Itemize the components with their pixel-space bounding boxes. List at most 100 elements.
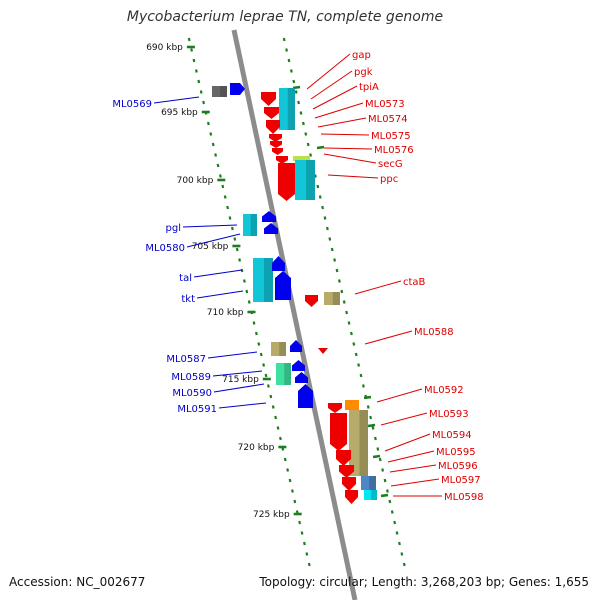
right-strand-track-dot — [354, 352, 358, 357]
accession-text: Accession: NC_002677 — [9, 575, 146, 589]
gene-tpia-arrow — [266, 120, 280, 134]
gene-label: gap — [352, 50, 371, 61]
left-strand-track-dot — [202, 100, 206, 105]
gene-ml0593-box — [345, 400, 359, 410]
leader-line — [387, 450, 435, 463]
kbp-label: 720 kbp — [238, 443, 275, 453]
left-strand-track-dot — [307, 562, 311, 567]
left-strand-track-dot — [254, 331, 258, 336]
gene-ppc-box-shade — [306, 160, 315, 200]
right-strand-track-dot — [371, 426, 375, 430]
left-strand-track-dot — [233, 237, 237, 241]
genome-axis: 690 kbp 695 kbp 700 kbp 705 kbp 710 kbp 715 k… — [146, 29, 358, 600]
leader-line — [218, 402, 267, 409]
gene-ml0575-arrow — [270, 141, 282, 148]
leader-line — [320, 133, 370, 136]
gene-ml0594-box — [349, 410, 368, 476]
right-strand-track-dot — [398, 541, 401, 546]
gene-pgl-box — [243, 214, 257, 236]
left-strand-track-dot — [242, 279, 246, 283]
leader-line — [207, 351, 258, 359]
gene-label: ML0591 — [177, 404, 217, 415]
gene-label: ML0592 — [424, 385, 464, 396]
gene-label: ppc — [380, 174, 398, 185]
right-strand-track-dot — [366, 405, 370, 409]
leader-line — [213, 383, 265, 393]
gene-label: ML0588 — [414, 327, 454, 338]
leader-line — [390, 478, 440, 487]
gene-label: ctaB — [403, 277, 426, 288]
gene-ml0587-box-shade — [279, 342, 286, 356]
gene-gap-box-shade — [287, 88, 295, 130]
gene-ml0597-box-shade — [369, 476, 376, 490]
genome-title: Mycobacterium leprae TN, complete genome — [126, 9, 444, 25]
right-strand-track-dot — [374, 436, 377, 441]
left-strand-track-dot — [279, 436, 282, 441]
gene-pgl-arrow — [262, 211, 276, 222]
right-strand-track-dot — [306, 142, 310, 147]
left-strand-track-dot — [288, 478, 292, 483]
gene-ml0596-arrow — [339, 465, 354, 478]
gene-label: ML0593 — [429, 409, 469, 420]
right-strand-track-dot — [381, 468, 385, 472]
gene-label: pgk — [354, 67, 373, 78]
gene-gap-arrow — [261, 92, 276, 106]
gene-ml0587-box — [271, 342, 286, 356]
right-strand-track-dot — [297, 100, 301, 105]
leader-line — [182, 224, 238, 228]
right-strand-track-dot — [362, 384, 365, 388]
gene-label: ML0587 — [166, 354, 206, 365]
right-strand-track-dot — [316, 184, 320, 189]
left-strand-track-dot — [264, 373, 268, 378]
gene-label: ML0576 — [374, 145, 414, 156]
right-strand-track-dot — [318, 195, 322, 199]
left-strand-track-dot — [223, 195, 227, 199]
gene-tal-tkt-box — [253, 258, 273, 302]
gene-ppc-box — [295, 160, 315, 200]
gene-ppc-arrow — [278, 163, 295, 201]
gene-ml0589-box — [276, 363, 291, 385]
left-strand-track-dot — [235, 247, 239, 252]
leader-line — [323, 147, 373, 150]
kbp-label: 715 kbp — [222, 375, 259, 385]
right-strand-track-dot — [299, 111, 303, 115]
gene-ml0598-box — [364, 490, 377, 500]
kbp-label: 690 kbp — [146, 43, 183, 53]
right-strand-track-dot — [376, 447, 380, 451]
left-strand-track-dot — [230, 226, 234, 231]
left-strand-track-dot — [276, 426, 280, 430]
gene-ml0576-arrow — [272, 148, 283, 155]
kbp-label: 695 kbp — [161, 108, 198, 118]
gene-gap-box — [279, 88, 295, 130]
label-leader-lines — [153, 53, 442, 497]
leader-line — [389, 464, 437, 473]
left-strand-track-dot — [187, 37, 191, 42]
gene-labels: ML0569 pgl ML0580 tal tkt ML0587 ML0589 ML0590 M… — [112, 50, 483, 503]
left-strand-track-dot — [271, 405, 275, 409]
gene-secg-marker — [293, 156, 310, 161]
gene-ctab-box — [324, 292, 340, 305]
left-strand-track-dot — [291, 489, 294, 493]
gene-ml0597-box — [361, 476, 376, 490]
gene-ml0594-box-shade — [359, 410, 368, 476]
right-strand-track-dot — [352, 342, 356, 346]
strand-feature-mark — [372, 454, 381, 459]
left-strand-track-dot — [300, 531, 304, 535]
leader-line — [312, 85, 358, 110]
kbp-label: 725 kbp — [253, 510, 290, 520]
right-strand-track-dot — [292, 79, 296, 84]
left-strand-track-dot — [192, 58, 196, 63]
gene-label: ML0597 — [441, 475, 481, 486]
gene-label: ML0594 — [432, 430, 472, 441]
left-strand-track-dot — [194, 69, 198, 73]
strand-feature-mark — [363, 395, 372, 400]
gene-tal-arrow — [272, 256, 285, 271]
gene-label: ML0598 — [444, 492, 484, 503]
leader-line — [380, 412, 428, 426]
left-strand-track-dot — [211, 142, 215, 147]
right-strand-track-dot — [301, 121, 305, 126]
right-strand-track-dot — [289, 69, 293, 73]
right-strand-track-dot — [369, 415, 373, 420]
kbp-label: 700 kbp — [177, 176, 214, 186]
gene-ml0569-box — [212, 86, 227, 97]
